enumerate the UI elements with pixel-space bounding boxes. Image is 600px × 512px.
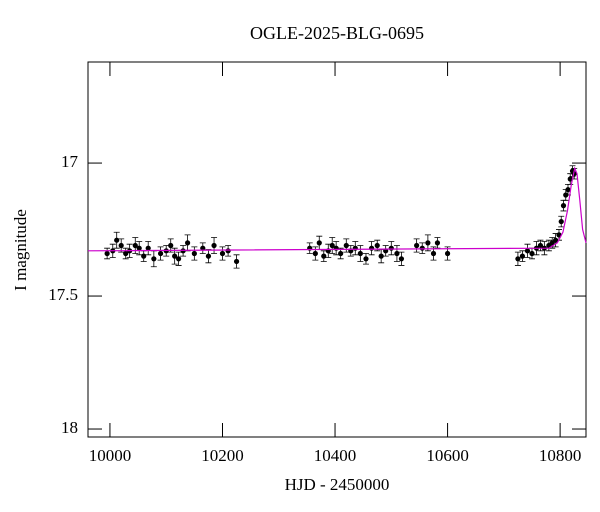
data-point — [233, 258, 240, 265]
data-point — [357, 250, 363, 257]
data-point — [398, 256, 405, 262]
x-tick-label: 10400 — [314, 446, 357, 465]
model-line — [87, 166, 587, 252]
data-point — [104, 250, 110, 257]
data-point — [136, 245, 142, 251]
x-tick-label: 10600 — [426, 446, 469, 465]
data-point — [537, 242, 544, 249]
data-point — [145, 245, 151, 251]
x-axis-label: HJD - 2450000 — [285, 475, 390, 494]
data-point — [219, 250, 226, 257]
data-point — [374, 242, 380, 249]
data-point — [430, 250, 437, 257]
data-point — [141, 253, 147, 259]
data-point — [123, 250, 129, 257]
data-point — [343, 242, 349, 249]
data-point — [312, 250, 318, 257]
data-point — [157, 250, 164, 257]
plot-frame — [87, 61, 587, 438]
data-point — [211, 242, 217, 249]
data-point — [225, 248, 231, 254]
y-tick-label: 17.5 — [48, 285, 78, 304]
y-tick-label: 18 — [61, 418, 78, 437]
data-point — [363, 256, 369, 262]
data-point — [172, 253, 178, 259]
data-point — [205, 253, 212, 259]
data-point — [200, 245, 206, 251]
data-point — [434, 240, 441, 246]
data-point — [444, 250, 451, 257]
data-point — [425, 240, 431, 246]
data-point — [553, 237, 559, 243]
data-point — [151, 256, 157, 262]
data-point — [191, 250, 197, 257]
data-point — [519, 253, 526, 259]
data-point — [414, 242, 420, 249]
data-point — [185, 240, 191, 246]
x-tick-label: 10200 — [201, 446, 244, 465]
data-point — [565, 187, 571, 193]
chart-title: OGLE-2025-BLG-0695 — [250, 23, 424, 43]
data-point — [524, 248, 531, 254]
data-point — [369, 245, 375, 251]
data-point — [378, 253, 384, 259]
data-point — [419, 245, 425, 251]
data-point — [114, 237, 120, 243]
data-point — [388, 245, 394, 251]
x-tick-label: 10000 — [89, 446, 132, 465]
x-tick-label: 10800 — [539, 446, 582, 465]
data-point — [529, 250, 535, 257]
data-point — [515, 256, 521, 262]
data-point — [321, 253, 327, 259]
data-point — [168, 242, 174, 249]
data-point — [567, 176, 573, 182]
y-tick-label: 17 — [61, 152, 79, 171]
data-point — [558, 218, 564, 225]
data-point — [132, 242, 138, 249]
data-point — [316, 240, 322, 246]
data-point — [560, 203, 567, 209]
data-point — [394, 250, 400, 257]
data-point — [118, 242, 124, 249]
y-axis-label: I magnitude — [11, 209, 30, 291]
data-point — [329, 242, 335, 249]
data-point — [175, 256, 182, 262]
data-point — [338, 250, 344, 257]
data-point — [352, 245, 358, 251]
